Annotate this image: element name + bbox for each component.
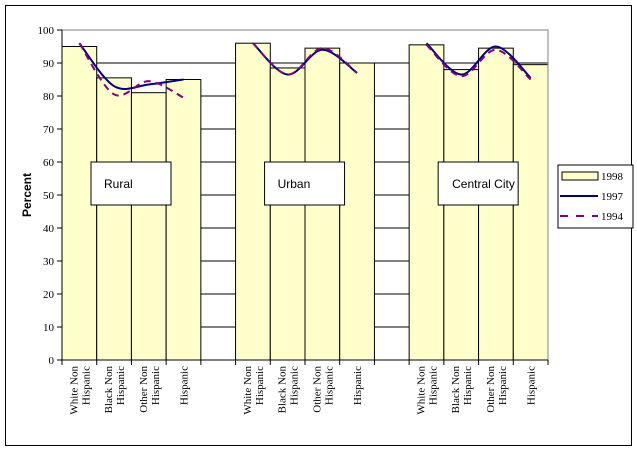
y-tick-label: 100	[38, 25, 55, 37]
x-tick-label: Black NonHispanic	[277, 366, 301, 414]
group-label-box	[90, 161, 172, 206]
legend-label: 1998	[601, 171, 624, 183]
line-1997	[425, 42, 532, 79]
group-label: Central City	[452, 177, 515, 191]
y-tick-label: 70	[43, 124, 55, 136]
group-label: Urban	[278, 177, 311, 191]
bar-1998	[443, 69, 480, 361]
legend-swatch-1998	[561, 171, 599, 181]
legend-label: 1994	[601, 211, 624, 223]
y-axis-label: Percent	[20, 173, 34, 217]
y-tick-label: 30	[43, 256, 55, 268]
group-label-box	[264, 161, 346, 206]
y-tick-label: 80	[43, 91, 55, 103]
x-tick-label: Black NonHispanic	[103, 366, 127, 414]
x-tick-label: Hispanic	[352, 366, 364, 405]
y-tick-label: 40	[43, 223, 55, 235]
x-tick-label: Hispanic	[179, 366, 191, 405]
bar-1998	[165, 79, 202, 361]
group-label: Rural	[104, 177, 133, 191]
line-1994	[252, 42, 358, 76]
x-tick-label: Hispanic	[526, 366, 538, 405]
y-tick-label: 20	[43, 289, 55, 301]
line-1997	[78, 42, 184, 90]
bar-1998	[269, 67, 306, 361]
y-tick-label: 90	[43, 58, 55, 70]
x-tick-label: Black NonHispanic	[450, 366, 474, 414]
y-tick-label: 50	[43, 190, 55, 202]
bar-1998	[130, 92, 167, 361]
legend-label: 1997	[601, 191, 624, 203]
line-1997	[252, 42, 358, 76]
x-tick-label: White NonHispanic	[242, 366, 266, 415]
bar-1998	[339, 62, 375, 361]
y-tick-label: 10	[43, 322, 55, 334]
y-tick-label: 60	[43, 157, 55, 169]
bar-1998	[512, 64, 549, 361]
line-1994	[78, 42, 184, 99]
x-tick-label: Other NonHispanic	[138, 366, 162, 413]
x-tick-label: Other NonHispanic	[311, 366, 335, 413]
bar-1998	[96, 77, 132, 361]
group-label-box	[437, 161, 519, 206]
y-tick-label: 0	[49, 355, 55, 367]
legend: 1998 1997 1994	[557, 164, 634, 229]
x-tick-label: Other NonHispanic	[485, 366, 509, 413]
x-tick-label: White NonHispanic	[68, 366, 92, 415]
x-tick-label: White NonHispanic	[416, 366, 440, 415]
